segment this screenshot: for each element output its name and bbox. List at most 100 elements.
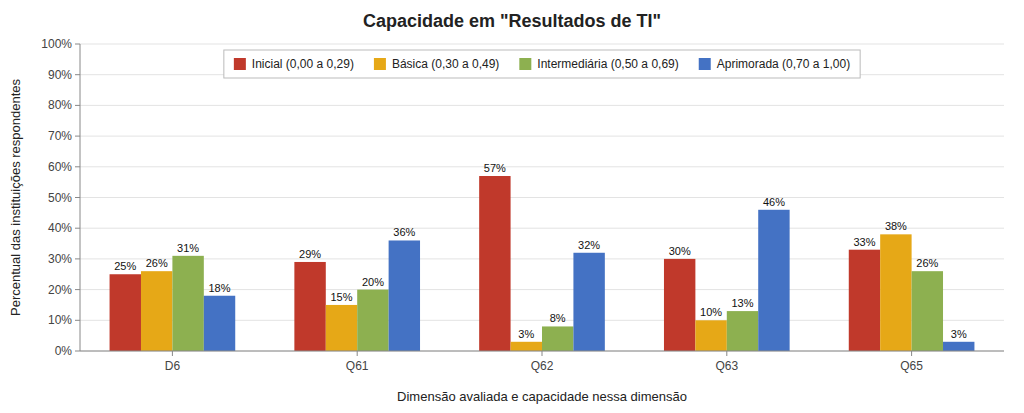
- data-label: 57%: [484, 162, 506, 174]
- data-label: 10%: [700, 306, 722, 318]
- legend-item: Aprimorada (0,70 a 1,00): [699, 57, 850, 71]
- bar: [849, 250, 880, 351]
- title: Capacidade em "Resultados de TI": [363, 11, 661, 31]
- legend-label: Intermediária (0,50 a 0,69): [537, 57, 678, 71]
- tick-mark: [75, 105, 80, 106]
- tick-label: 60%: [48, 160, 72, 174]
- tick-mark: [75, 289, 80, 290]
- data-label: 38%: [885, 220, 907, 232]
- bar: [695, 320, 726, 351]
- legend-swatch: [519, 58, 531, 70]
- data-label: 33%: [853, 236, 875, 248]
- grid-line: [80, 105, 1004, 106]
- tick-label: Q65: [900, 359, 923, 373]
- legend-swatch: [234, 58, 246, 70]
- bar: [542, 326, 573, 351]
- tick-label: 70%: [48, 129, 72, 143]
- tick-label: 30%: [48, 252, 72, 266]
- x-axis-label: Dimensão avaliada e capacidade nessa dim…: [397, 389, 687, 404]
- data-label: 25%: [114, 260, 136, 272]
- bar: [294, 262, 325, 351]
- bar: [479, 176, 510, 351]
- tick-mark: [357, 351, 358, 356]
- data-label: 29%: [299, 248, 321, 260]
- tick-mark: [726, 351, 727, 356]
- tick-label: 10%: [48, 313, 72, 327]
- bar: [727, 311, 758, 351]
- data-label: 26%: [146, 257, 168, 269]
- bar: [326, 305, 357, 351]
- chart: Capacidade em "Resultados de TI" 0% 10% 20%…: [0, 0, 1024, 413]
- grid-line: [80, 136, 1004, 137]
- legend-label: Básica (0,30 a 0,49): [392, 57, 499, 71]
- tick-mark: [911, 351, 912, 356]
- grid-line: [80, 166, 1004, 167]
- tick-label: Q62: [531, 359, 554, 373]
- bar: [389, 240, 420, 351]
- grid-line: [80, 44, 1004, 45]
- data-label: 32%: [578, 239, 600, 251]
- tick-label: 100%: [41, 37, 72, 51]
- data-label: 3%: [518, 328, 534, 340]
- tick-mark: [75, 228, 80, 229]
- bar: [943, 342, 974, 351]
- tick-mark: [75, 197, 80, 198]
- tick-label: 80%: [48, 98, 72, 112]
- legend-item: Inicial (0,00 a 0,29): [234, 57, 354, 71]
- tick-mark: [75, 166, 80, 167]
- tick-mark: [75, 351, 80, 352]
- tick-label: 50%: [48, 191, 72, 205]
- bar: [141, 271, 172, 351]
- bar: [912, 271, 943, 351]
- x-axis: D6 Q61 Q62 Q63 Q65: [165, 351, 924, 373]
- tick-label: Q63: [715, 359, 738, 373]
- bar: [511, 342, 542, 351]
- tick-label: Q61: [346, 359, 369, 373]
- legend: Inicial (0,00 a 0,29) Básica (0,30 a 0,49…: [224, 50, 860, 78]
- legend-label: Aprimorada (0,70 a 1,00): [717, 57, 850, 71]
- tick-label: D6: [165, 359, 181, 373]
- data-label: 18%: [209, 282, 231, 294]
- bar: [664, 259, 695, 351]
- y-axis-line: [80, 44, 81, 351]
- data-label: 15%: [330, 291, 352, 303]
- tick-mark: [75, 44, 80, 45]
- bar: [880, 234, 911, 351]
- grid-line: [80, 197, 1004, 198]
- bar: [357, 290, 388, 351]
- data-label: 3%: [951, 328, 967, 340]
- bars: [110, 176, 975, 351]
- legend-item: Intermediária (0,50 a 0,69): [519, 57, 678, 71]
- tick-mark: [172, 351, 173, 356]
- bar: [204, 296, 235, 351]
- data-label: 30%: [669, 245, 691, 257]
- tick-mark: [75, 136, 80, 137]
- y-axis-label: Percentual das instituições respondentes: [8, 78, 23, 316]
- data-label: 36%: [393, 226, 415, 238]
- data-label: 26%: [916, 257, 938, 269]
- tick-mark: [542, 351, 543, 356]
- data-label: 31%: [177, 242, 199, 254]
- legend-item: Básica (0,30 a 0,49): [374, 57, 499, 71]
- data-label: 13%: [731, 297, 753, 309]
- data-label: 46%: [763, 196, 785, 208]
- tick-mark: [75, 320, 80, 321]
- legend-swatch: [699, 58, 711, 70]
- bar: [758, 210, 789, 351]
- bar: [110, 274, 141, 351]
- tick-label: 40%: [48, 221, 72, 235]
- legend-frame: [224, 50, 860, 78]
- bar: [573, 253, 604, 351]
- tick-mark: [75, 74, 80, 75]
- legend-swatch: [374, 58, 386, 70]
- bar: [172, 256, 203, 351]
- tick-label: 20%: [48, 283, 72, 297]
- data-labels: 25% 29% 57% 30% 33% 26% 15% 3% 10% 38% 31% 20% 8% 13%…: [114, 162, 967, 340]
- data-label: 8%: [550, 312, 566, 324]
- y-axis: 0% 10% 20% 30% 40% 50% 60% 70% 80% 90% 100%: [41, 37, 1004, 358]
- tick-mark: [75, 258, 80, 259]
- tick-label: 0%: [55, 344, 73, 358]
- tick-label: 90%: [48, 68, 72, 82]
- data-label: 20%: [362, 276, 384, 288]
- legend-label: Inicial (0,00 a 0,29): [252, 57, 354, 71]
